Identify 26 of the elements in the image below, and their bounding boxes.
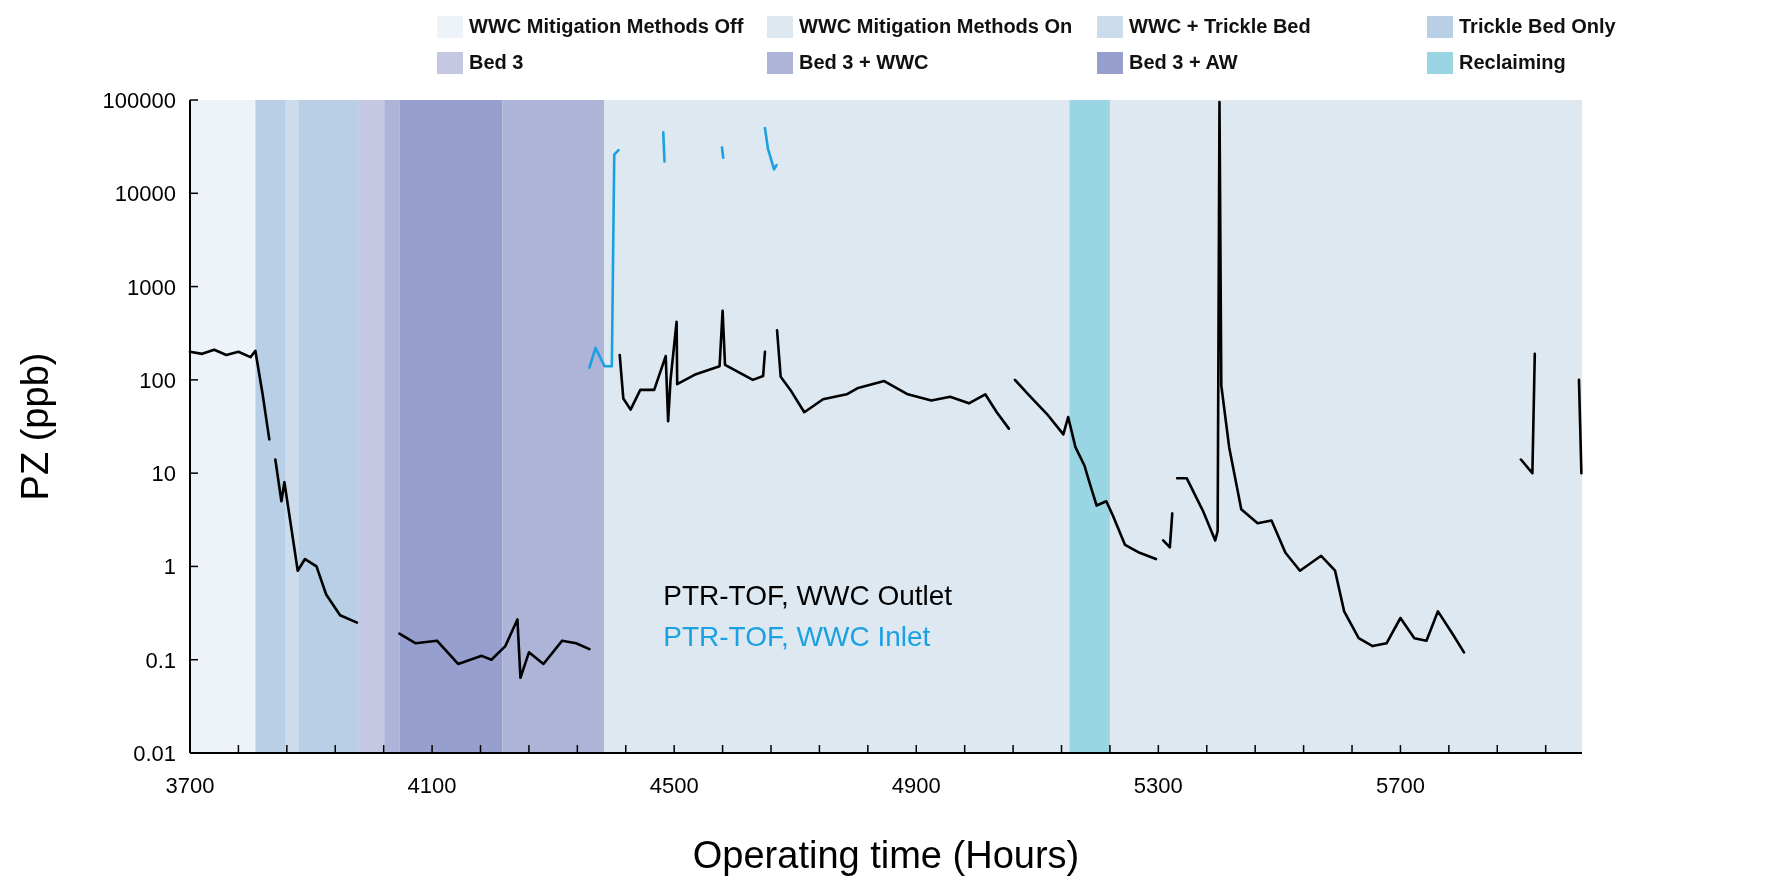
text: PTR-TOF, WWC Outlet [663, 580, 953, 611]
legend-label: WWC + Trickle Bed [1129, 15, 1311, 37]
legend-label: WWC Mitigation Methods On [799, 15, 1073, 37]
x-tick-label: 4900 [891, 773, 941, 798]
x-axis-title: Operating time (Hours) [692, 834, 1080, 876]
y-axis-title: PZ (ppb) [14, 352, 56, 501]
legend-label: Reclaiming [1459, 51, 1566, 73]
y-tick-label: 100 [139, 367, 176, 393]
y-tick-label: 10 [151, 461, 176, 487]
legend-label: Bed 3 + WWC [799, 51, 929, 73]
x-tick-label: 4500 [649, 773, 699, 798]
y-tick-label: 1 [163, 554, 176, 580]
legend-label: Bed 3 [469, 51, 524, 73]
y-tick-label: 0.1 [145, 647, 176, 673]
y-tick-label: 0.01 [133, 741, 176, 766]
legend-label: Bed 3 + AW [1129, 51, 1238, 73]
y-tick-label: 10000 [114, 181, 176, 207]
y-tick-label: 100000 [102, 88, 176, 113]
x-tick-label: 3700 [165, 773, 215, 798]
y-tick-label: 1000 [127, 274, 176, 300]
x-tick-label: 5700 [1375, 773, 1425, 798]
x-tick-label: 5300 [1133, 773, 1183, 798]
x-tick-label: 4100 [407, 773, 457, 798]
legend-label: Trickle Bed Only [1459, 15, 1617, 37]
legend-label: WWC Mitigation Methods Off [469, 15, 744, 37]
text: PTR-TOF, WWC Inlet [663, 621, 931, 652]
